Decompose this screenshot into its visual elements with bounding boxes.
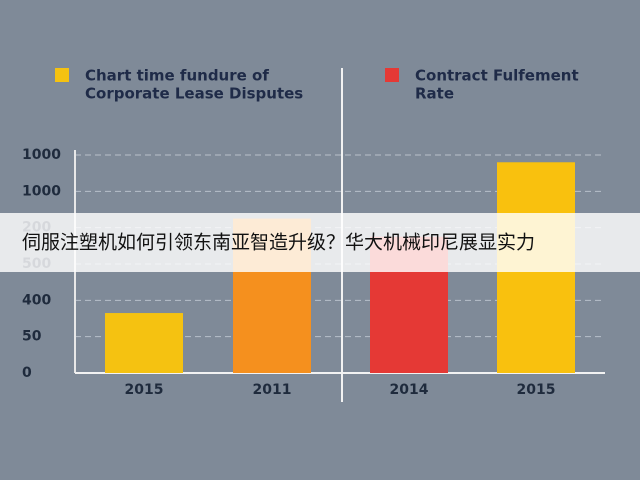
legend-swatch bbox=[385, 68, 399, 82]
legend-label: Rate bbox=[415, 85, 454, 103]
x-tick-label: 2015 bbox=[125, 382, 164, 398]
legend-label: Contract Fulfement bbox=[415, 67, 579, 85]
legend-label: Chart time fundure of bbox=[85, 67, 269, 85]
legend-label: Corporate Lease Disputes bbox=[85, 85, 303, 103]
x-tick-label: 2011 bbox=[253, 382, 292, 398]
x-tick-label: 2014 bbox=[390, 382, 429, 398]
y-tick-label: 1000 bbox=[22, 147, 61, 163]
y-tick-label: 400 bbox=[22, 292, 51, 308]
banner-text: 伺服注塑机如何引领东南亚智造升级？华大机械印尼展显实力 bbox=[22, 232, 535, 254]
bar bbox=[105, 313, 183, 373]
x-tick-label: 2015 bbox=[517, 382, 556, 398]
banner bbox=[0, 213, 640, 272]
y-tick-label: 50 bbox=[22, 329, 42, 345]
y-tick-label: 1000 bbox=[22, 183, 61, 199]
y-tick-label: 0 bbox=[22, 365, 32, 381]
legend-swatch bbox=[55, 68, 69, 82]
